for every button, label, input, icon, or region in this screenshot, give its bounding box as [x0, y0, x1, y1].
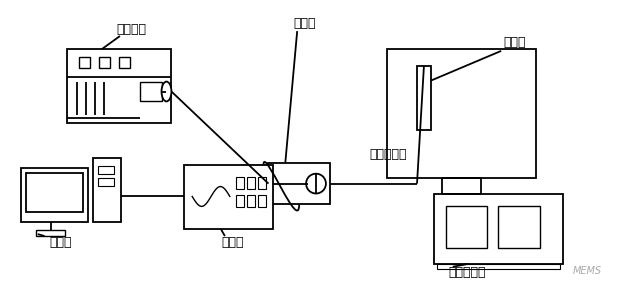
Bar	[26, 173, 84, 212]
Text: 传感器: 传感器	[503, 37, 525, 49]
Bar	[98, 178, 114, 186]
Bar	[247, 177, 254, 188]
Text: 激光光源: 激光光源	[117, 23, 147, 36]
Bar	[387, 49, 536, 178]
Bar	[21, 168, 88, 222]
Bar	[68, 49, 172, 123]
Bar	[235, 177, 244, 188]
Bar	[93, 158, 121, 222]
Bar	[98, 166, 114, 174]
Bar	[235, 196, 244, 207]
Bar	[140, 82, 161, 102]
Text: 压力控制器: 压力控制器	[449, 266, 486, 279]
Circle shape	[306, 174, 326, 194]
Text: 计算机: 计算机	[49, 236, 72, 249]
Bar	[437, 264, 560, 269]
Bar	[79, 57, 91, 68]
Bar	[119, 57, 130, 68]
Bar	[268, 163, 330, 204]
Bar	[184, 165, 273, 229]
Bar	[247, 196, 254, 207]
Bar	[434, 194, 563, 264]
Bar	[498, 206, 540, 248]
Ellipse shape	[161, 82, 172, 102]
Bar	[258, 177, 265, 188]
Bar	[417, 66, 431, 130]
Text: 高温高压腔: 高温高压腔	[370, 148, 407, 161]
Bar	[35, 230, 65, 236]
Bar	[258, 196, 265, 207]
Text: 环形器: 环形器	[294, 17, 316, 30]
Text: MEMS: MEMS	[573, 266, 602, 276]
Bar	[446, 206, 487, 248]
Bar	[99, 57, 110, 68]
Text: 光谱仪: 光谱仪	[222, 236, 244, 249]
